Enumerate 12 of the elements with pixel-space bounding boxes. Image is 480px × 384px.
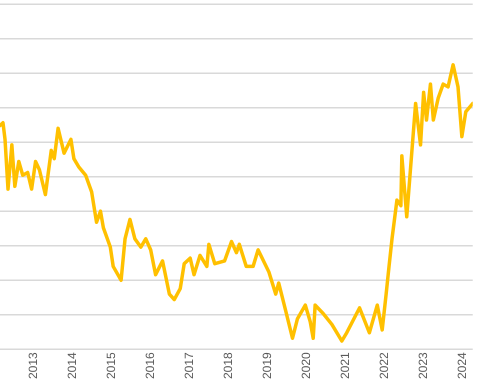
x-tick-label: 2022 <box>376 352 391 380</box>
x-tick-label: 2014 <box>64 352 79 380</box>
x-tick-label: 2017 <box>182 352 196 380</box>
x-tick-label: 2019 <box>260 352 274 380</box>
x-tick-label: 2013 <box>26 352 40 380</box>
x-tick-label: 2023 <box>416 352 430 380</box>
x-tick-label: 2021 <box>338 352 352 380</box>
x-tick-label: 2016 <box>142 352 157 380</box>
x-tick-label: 2020 <box>298 352 313 380</box>
x-tick-label: 2018 <box>220 352 235 380</box>
x-tick-label: 2024 <box>454 352 469 380</box>
x-tick-label: 2015 <box>104 352 118 380</box>
